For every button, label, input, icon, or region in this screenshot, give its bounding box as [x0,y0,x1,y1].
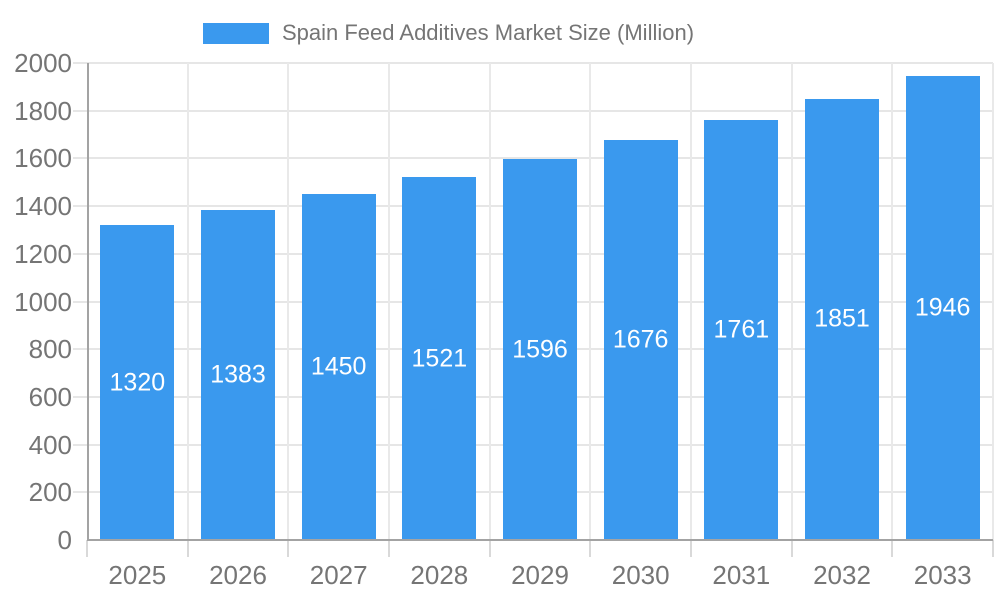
bar-value-label: 1383 [210,360,266,389]
x-gridline [891,63,893,540]
legend-label: Spain Feed Additives Market Size (Millio… [281,20,695,45]
x-axis-tick [86,540,88,557]
bar-2031[interactable]: 1761 [704,120,779,540]
bar-value-label: 1761 [713,315,770,344]
x-gridline [589,63,591,540]
bar-2033[interactable]: 1946 [905,75,980,540]
bar-2025[interactable]: 1320 [100,225,175,540]
y-gridline [73,62,993,64]
x-axis-tick [891,540,893,557]
bar-value-label: 1676 [612,325,669,354]
y-axis-line [87,63,89,540]
x-axis-tick-label: 2029 [511,560,569,590]
bar-2028[interactable]: 1521 [402,177,477,540]
x-axis-tick-label: 2030 [611,560,670,590]
x-axis-tick [791,540,793,557]
y-gridline [73,109,993,112]
bar-value-label: 1596 [512,335,568,364]
y-axis-tick-label: 600 [28,381,72,412]
x-axis-tick [388,540,390,557]
x-axis-tick [589,540,591,557]
x-gridline [388,63,390,540]
x-gridline [690,63,692,540]
bar-2029[interactable]: 1596 [503,159,577,540]
chart-legend[interactable]: Spain Feed Additives Market Size (Millio… [0,19,897,47]
x-axis-line [87,539,993,541]
bar-value-label: 1946 [914,293,971,322]
bar-value-label: 1851 [814,304,870,333]
x-axis-tick [187,540,189,557]
x-gridline [489,63,491,540]
y-axis-tick-label: 400 [28,429,72,460]
bar-2032[interactable]: 1851 [805,98,879,540]
y-axis-tick-label: 1600 [14,143,72,174]
y-axis-tick-label: 1400 [14,191,72,222]
y-axis-tick-label: 1200 [14,238,72,269]
legend-swatch-icon [202,22,269,44]
y-axis-tick-label: 800 [28,334,72,365]
y-axis-tick-label: 200 [28,477,72,508]
x-gridline [791,63,793,540]
x-gridline [187,63,189,540]
x-axis-tick-label: 2025 [108,560,167,590]
x-axis-tick [489,540,491,557]
y-axis-tick-label: 1000 [14,286,72,317]
x-axis-tick-label: 2032 [813,560,871,590]
x-axis-tick-label: 2026 [209,560,267,590]
bar-2030[interactable]: 1676 [603,140,678,540]
y-axis-tick-label: 0 [57,525,72,555]
x-axis-tick [690,540,692,557]
y-gridline [73,157,993,160]
bar-2027[interactable]: 1450 [301,194,376,540]
x-axis-tick [287,540,289,557]
plot-area: 0 200 400 600 800 1000 1200 1400 1600 1800 2000 132… [14,48,994,590]
x-axis-tick-label: 2028 [410,560,469,590]
y-axis-tick-label: 2000 [14,48,72,78]
x-axis-tick-label: 2033 [913,560,972,590]
x-axis-tick [992,540,994,557]
bar-value-label: 1450 [310,352,367,381]
bar-2026[interactable]: 1383 [201,210,275,540]
bar-value-label: 1521 [411,344,468,373]
x-gridline [992,63,994,540]
x-axis-tick-label: 2027 [309,560,368,590]
x-axis-tick-label: 2031 [712,560,771,590]
x-gridline [287,63,289,540]
y-axis-tick-label: 1800 [14,95,72,126]
bar-value-label: 1320 [109,368,166,397]
